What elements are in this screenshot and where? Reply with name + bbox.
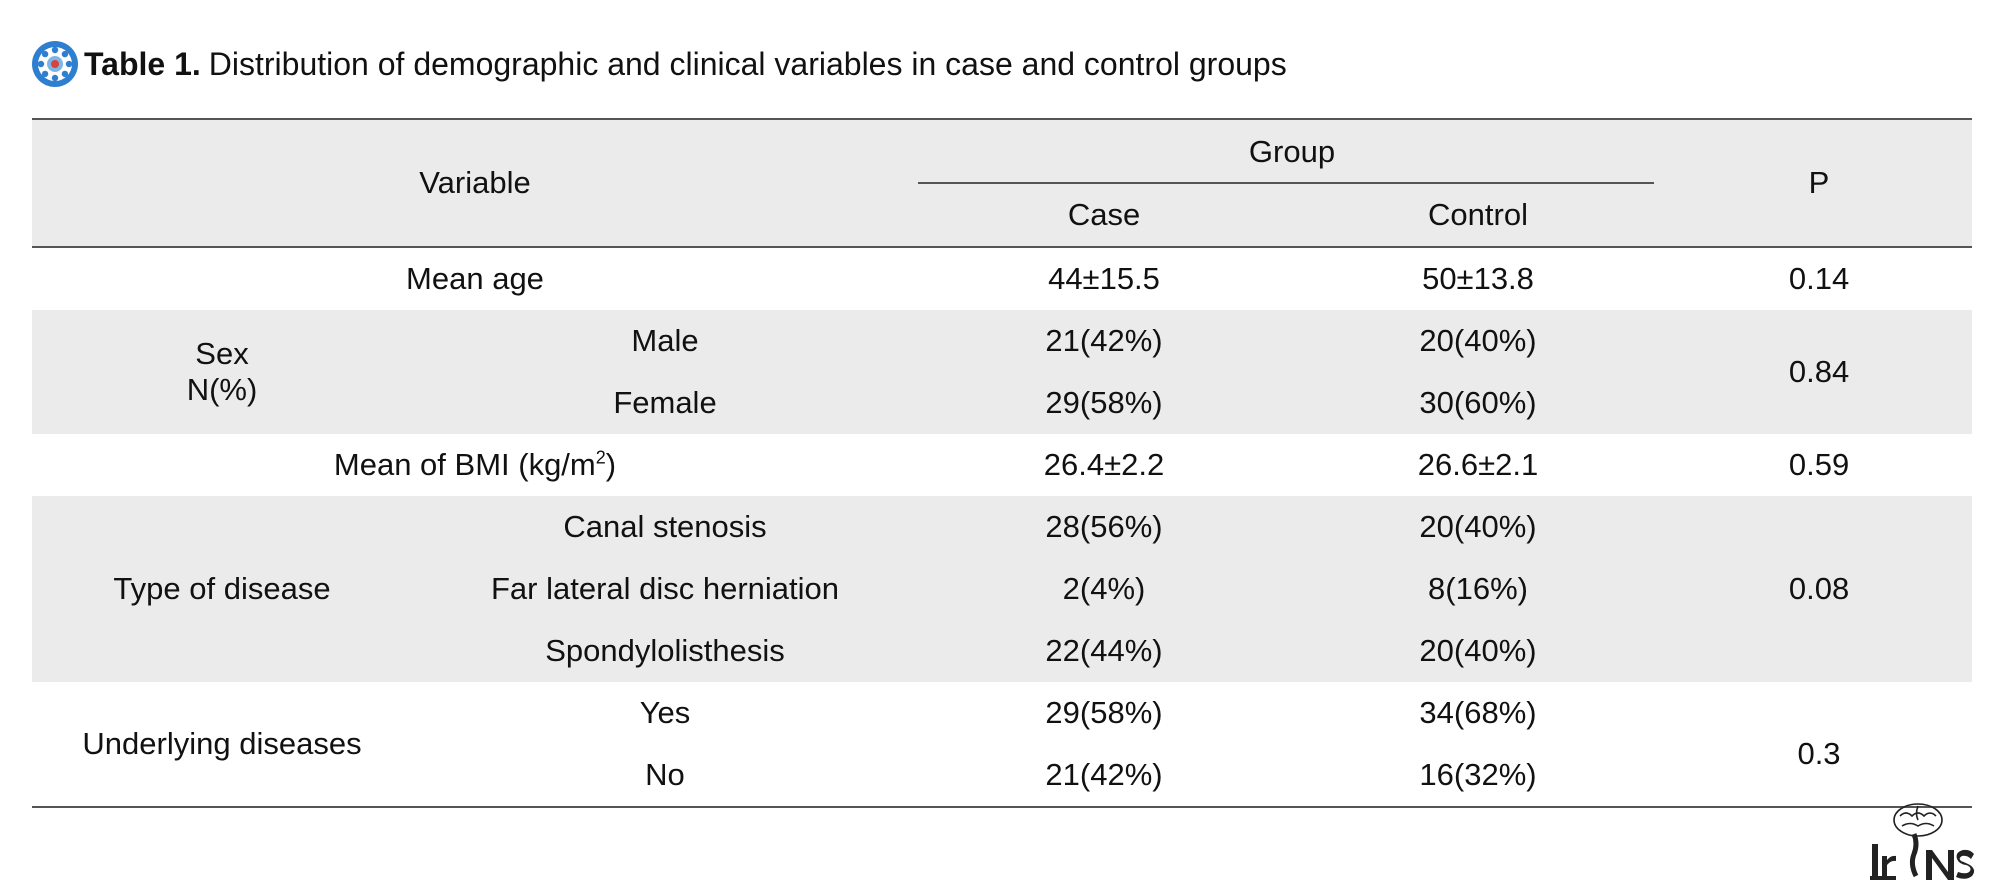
brain-spine-logo-icon	[1870, 803, 1975, 880]
row-label-female: Female	[412, 372, 918, 434]
table-caption-label: Table 1.	[84, 45, 201, 82]
row-label-no: No	[412, 744, 918, 808]
header-p: P	[1666, 118, 1973, 248]
table-caption-text: Distribution of demographic and clinical…	[208, 45, 1287, 82]
table-caption: Table 1. Distribution of demographic and…	[30, 38, 1287, 90]
cell-bmi-control: 26.6±2.1	[1417, 447, 1539, 482]
cell-spondy-control: 20(40%)	[1290, 620, 1667, 682]
header-case: Case	[918, 184, 1290, 248]
row-label-bmi-end: )	[605, 447, 617, 482]
row-label-mean-age: Mean age	[406, 261, 544, 296]
cell-underlying-p: 0.3	[1666, 682, 1973, 808]
cell-female-control: 30(60%)	[1290, 372, 1667, 434]
header-group: Group	[918, 118, 1667, 184]
cell-male-control: 20(40%)	[1290, 310, 1667, 372]
cell-female-case: 29(58%)	[918, 372, 1290, 434]
table-row-sex-male: Sex N(%) Male 21(42%) 20(40%) 0.84	[32, 310, 1973, 434]
cell-mean-age-p: 0.14	[1788, 261, 1850, 296]
row-label-bmi: Mean of BMI (kg/m2)	[32, 434, 918, 496]
data-table: Variable Group P Case Control Mean age 4…	[32, 118, 1973, 808]
cell-yes-case: 29(58%)	[1045, 695, 1163, 730]
table-row-canal-stenosis: Type of disease Canal stenosis 28(56%) 2…	[32, 496, 1973, 682]
table-row-underlying-no: No 21(42%) 16(32%)	[32, 744, 1972, 808]
cell-no-case: 21(42%)	[918, 744, 1290, 808]
cell-far-case: 2(4%)	[918, 558, 1290, 620]
group-rule	[918, 182, 1655, 184]
table-row-mean-age: Mean age 44±15.5 50±13.8 0.14	[32, 247, 1972, 310]
cell-no-control: 16(32%)	[1290, 744, 1667, 808]
cell-mean-age-control: 50±13.8	[1422, 261, 1534, 296]
cell-disease-p: 0.08	[1666, 496, 1973, 682]
row-label-bmi-text: Mean of BMI (kg/m	[333, 447, 596, 482]
header-control: Control	[1290, 184, 1667, 248]
header-group-label: Group	[1248, 134, 1336, 169]
cell-male-case: 21(42%)	[918, 310, 1290, 372]
row-group-sex: Sex N(%)	[32, 310, 412, 434]
row-label-spondylolisthesis: Spondylolisthesis	[412, 620, 918, 682]
header-variable: Variable	[32, 118, 918, 248]
row-group-underlying: Underlying diseases	[32, 682, 412, 808]
row-label-bmi-sup: 2	[595, 447, 606, 468]
table-row-bmi: Mean of BMI (kg/m2) 26.4±2.2 26.6±2.1 0.…	[32, 434, 1972, 496]
table-row-spondylolisthesis: Spondylolisthesis 22(44%) 20(40%)	[32, 620, 1972, 682]
row-label-male: Male	[412, 310, 918, 372]
row-label-yes: Yes	[639, 695, 691, 730]
cell-canal-control: 20(40%)	[1290, 496, 1667, 558]
cell-far-control: 8(16%)	[1290, 558, 1667, 620]
cell-mean-age-case: 44±15.5	[1048, 261, 1160, 296]
row-group-disease: Type of disease	[32, 496, 412, 682]
rosette-icon	[32, 41, 78, 87]
cell-sex-p: 0.84	[1666, 310, 1973, 434]
table-row-underlying-yes: Underlying diseases Yes 29(58%) 34(68%) …	[32, 682, 1973, 808]
cell-yes-control: 34(68%)	[1419, 695, 1537, 730]
cell-canal-case: 28(56%)	[918, 496, 1290, 558]
cell-bmi-case: 26.4±2.2	[1043, 447, 1165, 482]
row-label-canal-stenosis: Canal stenosis	[412, 496, 918, 558]
row-group-sex-line1: Sex	[195, 336, 249, 371]
cell-spondy-case: 22(44%)	[918, 620, 1290, 682]
table-row-sex-female: Female 29(58%) 30(60%)	[32, 372, 1972, 434]
cell-bmi-p: 0.59	[1788, 447, 1850, 482]
row-group-sex-line2: N(%)	[186, 372, 258, 407]
row-label-far-lateral: Far lateral disc herniation	[412, 558, 918, 620]
table-row-far-lateral: Far lateral disc herniation 2(4%) 8(16%)	[32, 558, 1972, 620]
